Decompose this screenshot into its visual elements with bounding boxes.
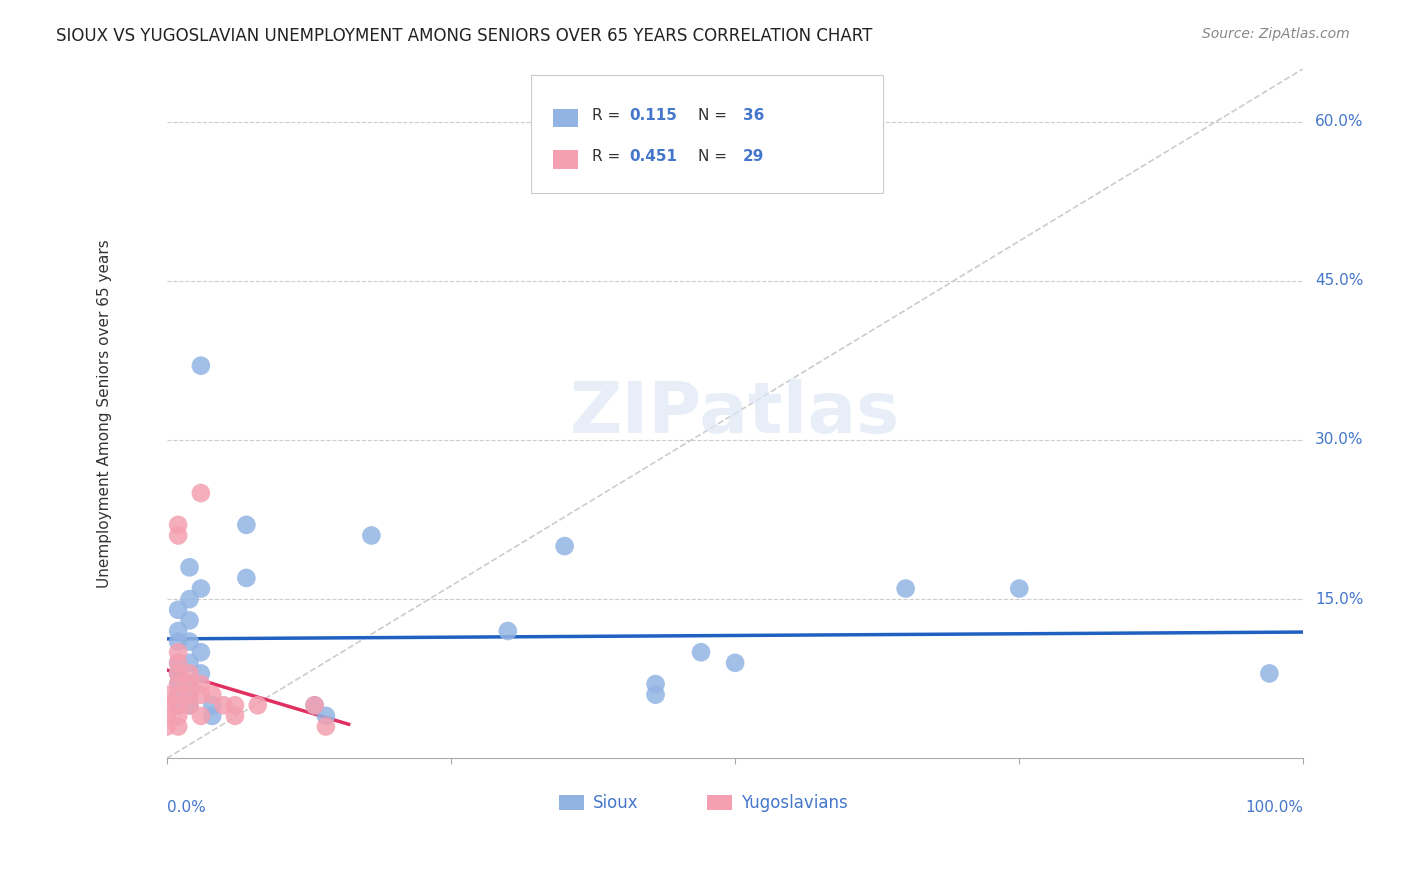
Point bbox=[167, 603, 190, 617]
Point bbox=[167, 698, 190, 713]
Point bbox=[224, 698, 246, 713]
Text: Sioux: Sioux bbox=[593, 794, 638, 813]
Point bbox=[190, 666, 212, 681]
Point bbox=[167, 698, 190, 713]
Point bbox=[167, 688, 190, 702]
Point bbox=[690, 645, 713, 659]
Point bbox=[167, 656, 190, 670]
Text: 100.0%: 100.0% bbox=[1246, 800, 1303, 814]
Text: 0.451: 0.451 bbox=[630, 149, 678, 164]
Text: 0.0%: 0.0% bbox=[167, 800, 205, 814]
Point bbox=[167, 656, 190, 670]
Point bbox=[894, 582, 917, 596]
Point bbox=[644, 688, 666, 702]
FancyBboxPatch shape bbox=[554, 151, 578, 169]
Text: R =: R = bbox=[592, 149, 626, 164]
Text: N =: N = bbox=[697, 108, 731, 123]
Point bbox=[167, 677, 190, 691]
Point bbox=[179, 613, 201, 627]
Text: 15.0%: 15.0% bbox=[1315, 591, 1364, 607]
Point bbox=[167, 709, 190, 723]
Text: ZIPatlas: ZIPatlas bbox=[569, 379, 900, 448]
Point bbox=[167, 677, 190, 691]
Point bbox=[179, 677, 201, 691]
Point bbox=[724, 656, 747, 670]
Point bbox=[190, 486, 212, 500]
Point bbox=[179, 698, 201, 713]
Text: Source: ZipAtlas.com: Source: ZipAtlas.com bbox=[1202, 27, 1350, 41]
Point bbox=[235, 517, 257, 532]
Point bbox=[1258, 666, 1281, 681]
Text: Yugoslavians: Yugoslavians bbox=[741, 794, 848, 813]
FancyBboxPatch shape bbox=[707, 795, 731, 810]
FancyBboxPatch shape bbox=[554, 109, 578, 128]
Point bbox=[167, 688, 190, 702]
Point bbox=[304, 698, 326, 713]
Point bbox=[190, 582, 212, 596]
FancyBboxPatch shape bbox=[560, 795, 583, 810]
Point bbox=[179, 592, 201, 607]
Point bbox=[315, 719, 337, 733]
Text: Unemployment Among Seniors over 65 years: Unemployment Among Seniors over 65 years bbox=[97, 239, 111, 588]
Text: 0.115: 0.115 bbox=[630, 108, 678, 123]
Text: 60.0%: 60.0% bbox=[1315, 114, 1364, 129]
Point bbox=[167, 719, 190, 733]
Point bbox=[304, 698, 326, 713]
Point bbox=[179, 698, 201, 713]
Point bbox=[190, 359, 212, 373]
Point bbox=[201, 709, 224, 723]
Point bbox=[179, 688, 201, 702]
Text: N =: N = bbox=[697, 149, 731, 164]
Point bbox=[156, 709, 179, 723]
Point bbox=[246, 698, 269, 713]
Text: 29: 29 bbox=[744, 149, 765, 164]
Point bbox=[167, 666, 190, 681]
Point bbox=[167, 645, 190, 659]
Text: 30.0%: 30.0% bbox=[1315, 433, 1364, 448]
Point bbox=[179, 656, 201, 670]
Point bbox=[1008, 582, 1031, 596]
Point bbox=[212, 698, 235, 713]
Point bbox=[190, 645, 212, 659]
Text: 36: 36 bbox=[744, 108, 765, 123]
Text: R =: R = bbox=[592, 108, 626, 123]
Point bbox=[179, 677, 201, 691]
Point bbox=[156, 719, 179, 733]
Point bbox=[167, 624, 190, 638]
Point bbox=[235, 571, 257, 585]
Point bbox=[644, 677, 666, 691]
Text: 45.0%: 45.0% bbox=[1315, 273, 1364, 288]
Point bbox=[224, 709, 246, 723]
Point bbox=[554, 539, 576, 553]
Point bbox=[156, 698, 179, 713]
Point bbox=[179, 560, 201, 574]
Point bbox=[360, 528, 382, 542]
Point bbox=[315, 709, 337, 723]
Point bbox=[179, 666, 201, 681]
Point bbox=[201, 688, 224, 702]
Point bbox=[167, 634, 190, 648]
Point bbox=[190, 709, 212, 723]
Point bbox=[167, 528, 190, 542]
Point bbox=[496, 624, 519, 638]
Text: SIOUX VS YUGOSLAVIAN UNEMPLOYMENT AMONG SENIORS OVER 65 YEARS CORRELATION CHART: SIOUX VS YUGOSLAVIAN UNEMPLOYMENT AMONG … bbox=[56, 27, 873, 45]
Point bbox=[167, 517, 190, 532]
Point bbox=[201, 698, 224, 713]
Point bbox=[190, 677, 212, 691]
Point bbox=[179, 634, 201, 648]
Point bbox=[179, 688, 201, 702]
FancyBboxPatch shape bbox=[530, 76, 883, 193]
Point bbox=[156, 688, 179, 702]
Point bbox=[167, 666, 190, 681]
Point bbox=[190, 688, 212, 702]
